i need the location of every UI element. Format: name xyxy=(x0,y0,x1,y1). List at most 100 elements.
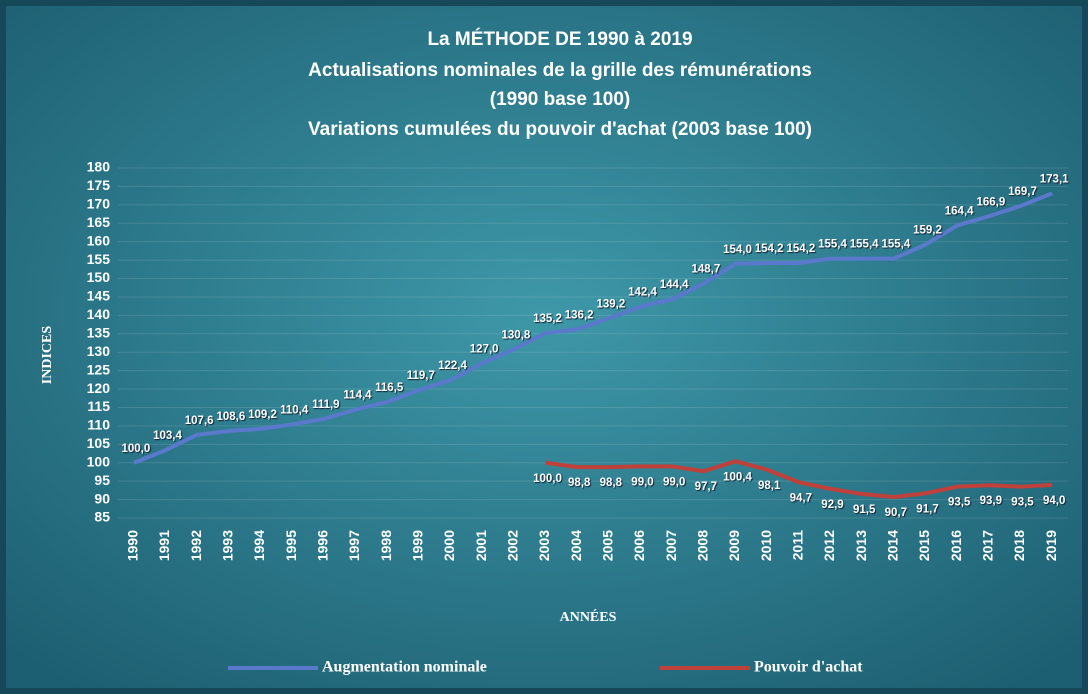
x-tick-label: 1995 xyxy=(283,530,299,561)
chart-title: La MÉTHODE DE 1990 à 2019 xyxy=(427,28,692,50)
data-label: 103,4 xyxy=(153,430,182,442)
x-tick-label: 2000 xyxy=(441,530,457,561)
x-tick-label: 2004 xyxy=(568,530,584,561)
legend-label: Augmentation nominale xyxy=(322,659,487,676)
x-tick-label: 1996 xyxy=(315,530,331,561)
data-label: 116,5 xyxy=(375,382,404,394)
data-label: 136,2 xyxy=(565,309,594,321)
y-tick-label: 170 xyxy=(87,196,111,212)
y-tick-label: 135 xyxy=(87,324,111,340)
data-label: 142,4 xyxy=(628,287,657,299)
y-tick-label: 175 xyxy=(87,177,111,193)
data-label: 154,0 xyxy=(723,244,752,256)
y-tick-label: 90 xyxy=(94,490,110,506)
data-label: 90,7 xyxy=(885,507,907,519)
background xyxy=(6,6,1082,688)
data-label: 169,7 xyxy=(1008,186,1037,198)
data-label: 94,0 xyxy=(1043,495,1065,507)
x-tick-label: 2010 xyxy=(758,530,774,561)
x-tick-label: 2015 xyxy=(916,530,932,561)
data-label: 97,7 xyxy=(695,481,717,493)
data-label: 99,0 xyxy=(663,476,685,488)
data-label: 154,2 xyxy=(786,243,815,255)
data-label: 135,2 xyxy=(533,313,562,325)
x-tick-label: 2006 xyxy=(631,530,647,561)
y-tick-label: 85 xyxy=(94,509,110,525)
data-label: 173,1 xyxy=(1040,173,1069,185)
x-tick-label: 2018 xyxy=(1011,530,1027,561)
y-tick-label: 180 xyxy=(87,159,111,175)
data-label: 100,0 xyxy=(121,443,150,455)
data-label: 139,2 xyxy=(596,298,625,310)
data-label: 148,7 xyxy=(691,263,720,275)
data-label: 122,4 xyxy=(438,360,467,372)
data-label: 155,4 xyxy=(850,239,879,251)
data-label: 93,9 xyxy=(980,495,1002,507)
y-tick-label: 125 xyxy=(87,361,111,377)
series-line xyxy=(545,459,1053,499)
x-tick-label: 1997 xyxy=(346,530,362,561)
y-tick-label: 150 xyxy=(87,269,111,285)
data-label: 98,8 xyxy=(600,477,623,489)
x-tick-label: 1990 xyxy=(125,530,141,561)
data-label: 109,2 xyxy=(248,409,277,421)
y-tick-label: 95 xyxy=(94,472,110,488)
data-label: 99,0 xyxy=(631,476,653,488)
x-tick-label: 2008 xyxy=(695,530,711,561)
data-label: 108,6 xyxy=(216,411,245,423)
data-label: 98,1 xyxy=(758,480,781,492)
data-label: 91,7 xyxy=(916,503,938,515)
x-tick-label: 2013 xyxy=(853,530,869,561)
y-tick-label: 100 xyxy=(87,453,111,469)
data-label: 107,6 xyxy=(185,415,214,427)
x-tick-label: 2007 xyxy=(663,530,679,561)
y-tick-label: 115 xyxy=(87,398,110,414)
x-tick-label: 1999 xyxy=(410,530,426,561)
y-tick-label: 160 xyxy=(87,232,111,248)
data-label: 92,9 xyxy=(821,499,843,511)
x-tick-label: 2002 xyxy=(505,530,521,561)
y-tick-label: 105 xyxy=(87,435,111,451)
x-tick-label: 2019 xyxy=(1043,530,1059,561)
data-label: 127,0 xyxy=(470,343,499,355)
x-tick-label: 1998 xyxy=(378,530,394,561)
legend-label: Pouvoir d'achat xyxy=(754,659,863,676)
chart-subtitle: Actualisations nominales de la grille de… xyxy=(308,60,812,81)
y-tick-label: 145 xyxy=(87,288,111,304)
data-label: 154,2 xyxy=(755,243,784,255)
data-label: 98,8 xyxy=(568,477,591,489)
x-tick-label: 2001 xyxy=(473,530,489,561)
data-label: 111,9 xyxy=(312,399,340,411)
y-axis-label: INDICES xyxy=(40,326,55,385)
x-tick-label: 2011 xyxy=(790,530,806,561)
series-line xyxy=(133,191,1053,465)
y-tick-label: 130 xyxy=(87,343,111,359)
x-tick-label: 1994 xyxy=(251,530,267,561)
data-label: 100,0 xyxy=(533,473,562,485)
data-label: 166,9 xyxy=(976,196,1005,208)
x-axis-label: ANNÉES xyxy=(560,608,617,625)
data-label: 119,7 xyxy=(407,370,435,382)
x-tick-label: 2009 xyxy=(726,530,742,561)
y-tick-label: 155 xyxy=(87,251,111,267)
x-tick-label: 1992 xyxy=(188,530,204,561)
y-tick-label: 120 xyxy=(87,380,111,396)
data-label: 155,4 xyxy=(881,239,910,251)
chart-subtitle: Variations cumulées du pouvoir d'achat (… xyxy=(308,119,812,140)
x-tick-label: 1991 xyxy=(156,530,172,561)
data-label: 100,4 xyxy=(723,471,752,483)
x-tick-label: 2016 xyxy=(948,530,964,561)
data-label: 94,7 xyxy=(790,492,812,504)
data-label: 93,5 xyxy=(1011,497,1034,509)
x-tick-label: 2017 xyxy=(980,530,996,561)
y-tick-label: 165 xyxy=(87,214,111,230)
data-label: 144,4 xyxy=(660,279,689,291)
x-tick-label: 2003 xyxy=(536,530,552,561)
data-label: 164,4 xyxy=(945,206,974,218)
x-tick-label: 2012 xyxy=(821,530,837,561)
y-tick-label: 110 xyxy=(87,417,110,433)
data-label: 130,8 xyxy=(501,329,530,341)
data-label: 93,5 xyxy=(948,497,971,509)
x-tick-label: 2005 xyxy=(600,530,616,561)
